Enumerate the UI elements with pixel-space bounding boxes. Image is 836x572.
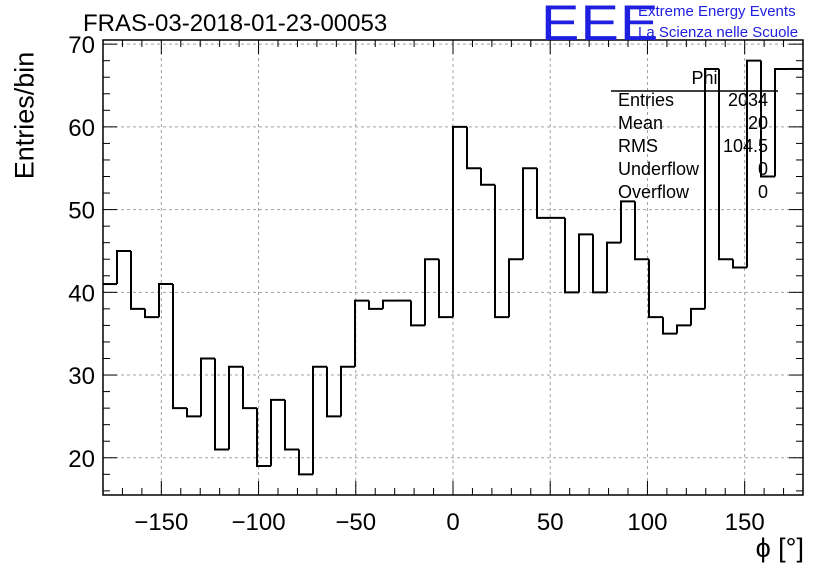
histogram-bin (382, 299, 397, 309)
stats-value: 104.5 (722, 136, 768, 156)
histogram-bin (480, 168, 495, 186)
histogram-bin (438, 259, 453, 319)
histogram-bin (452, 125, 467, 318)
histogram-bin (186, 408, 201, 418)
x-axis-label: ϕ [°] (755, 533, 804, 563)
histogram-bin (242, 366, 257, 410)
y-tick-label: 40 (68, 280, 95, 307)
histogram-bin (410, 300, 425, 327)
x-tick-label: 100 (627, 509, 667, 536)
y-axis-label: Entries/bin (9, 51, 40, 180)
histogram-bin (270, 398, 285, 467)
histogram-bin (466, 126, 481, 170)
y-tick-label: 30 (68, 363, 95, 390)
histogram-bin (508, 258, 523, 318)
histogram-bin (774, 67, 789, 177)
histogram-bin (718, 68, 733, 261)
histogram-bin (522, 167, 537, 260)
histogram-bin (536, 168, 551, 219)
histogram-bin (760, 60, 775, 178)
histogram-bin (606, 241, 621, 293)
stats-value: 0 (757, 182, 768, 202)
eee-logo: EEE Extreme Energy Events La Scienza nel… (541, 0, 836, 51)
histogram-bin (200, 357, 215, 417)
histogram-bin (326, 366, 341, 418)
x-tick-label: 0 (446, 509, 459, 536)
stats-row: Entries 2034 (611, 89, 778, 112)
y-tick-label: 20 (68, 446, 95, 473)
x-tick-label: −50 (335, 509, 376, 536)
stats-row: Mean 20 (611, 112, 778, 135)
histogram-bin (256, 408, 271, 468)
stats-value: 0 (757, 159, 768, 179)
histogram-bin (578, 233, 593, 293)
histogram-bin (662, 317, 677, 335)
histogram-bin (424, 258, 439, 326)
histogram-bin (676, 324, 691, 334)
histogram-bin (228, 365, 243, 450)
stats-label: RMS (618, 136, 658, 156)
stats-label: Overflow (618, 182, 690, 202)
stats-label: Mean (618, 113, 664, 133)
histogram-bin (130, 250, 145, 310)
y-tick-label: 70 (68, 32, 95, 59)
histogram-bin (312, 365, 327, 475)
stats-value: 20 (747, 113, 768, 133)
stats-label: Underflow (618, 159, 700, 179)
y-tick-label: 50 (68, 198, 95, 225)
histogram-bin (704, 67, 719, 309)
histogram-bin (648, 259, 663, 319)
histogram-bin (284, 399, 299, 451)
y-tick-label: 60 (68, 115, 95, 142)
stats-label: Entries (618, 90, 675, 110)
stats-row: Overflow 0 (611, 181, 778, 204)
chart-title: FRAS-03-2018-01-23-00053 (83, 10, 388, 37)
stats-box: Phi Entries 2034 Mean 20 RMS 104.5 Under… (611, 68, 778, 204)
histogram-bin (620, 200, 635, 243)
histogram-bin (340, 365, 355, 417)
histogram-bin (494, 184, 509, 319)
histogram-bin (732, 259, 747, 269)
eee-logo-letters: EEE (541, 0, 660, 51)
logo-line-2: La Scienza nelle Scuole (638, 24, 799, 41)
x-tick-label: 150 (725, 509, 765, 536)
stats-value: 2034 (727, 90, 768, 110)
histogram-bin (214, 358, 229, 451)
histogram-bin (564, 217, 579, 294)
histogram-bin (354, 299, 369, 367)
stats-row: Underflow 0 (611, 158, 778, 181)
histogram-bin (298, 449, 313, 476)
histogram-bin (592, 234, 607, 294)
histogram-bin (634, 201, 649, 261)
histogram-bin (690, 307, 705, 326)
histogram-bin (746, 59, 761, 268)
y-axis-label-wrap: Entries/bin (5, 0, 40, 250)
logo-line-1: Extreme Energy Events (638, 3, 796, 20)
x-tick-label: −150 (134, 509, 188, 536)
histogram-bin (158, 283, 173, 318)
x-tick-label: −100 (232, 509, 286, 536)
stats-title: Phi (691, 68, 718, 88)
histogram-bin (172, 284, 187, 410)
stats-row: RMS 104.5 (611, 135, 778, 158)
histogram-bin (144, 308, 159, 319)
histogram-bin (368, 300, 383, 310)
histogram-bin (116, 249, 131, 285)
x-tick-label: 50 (537, 509, 564, 536)
